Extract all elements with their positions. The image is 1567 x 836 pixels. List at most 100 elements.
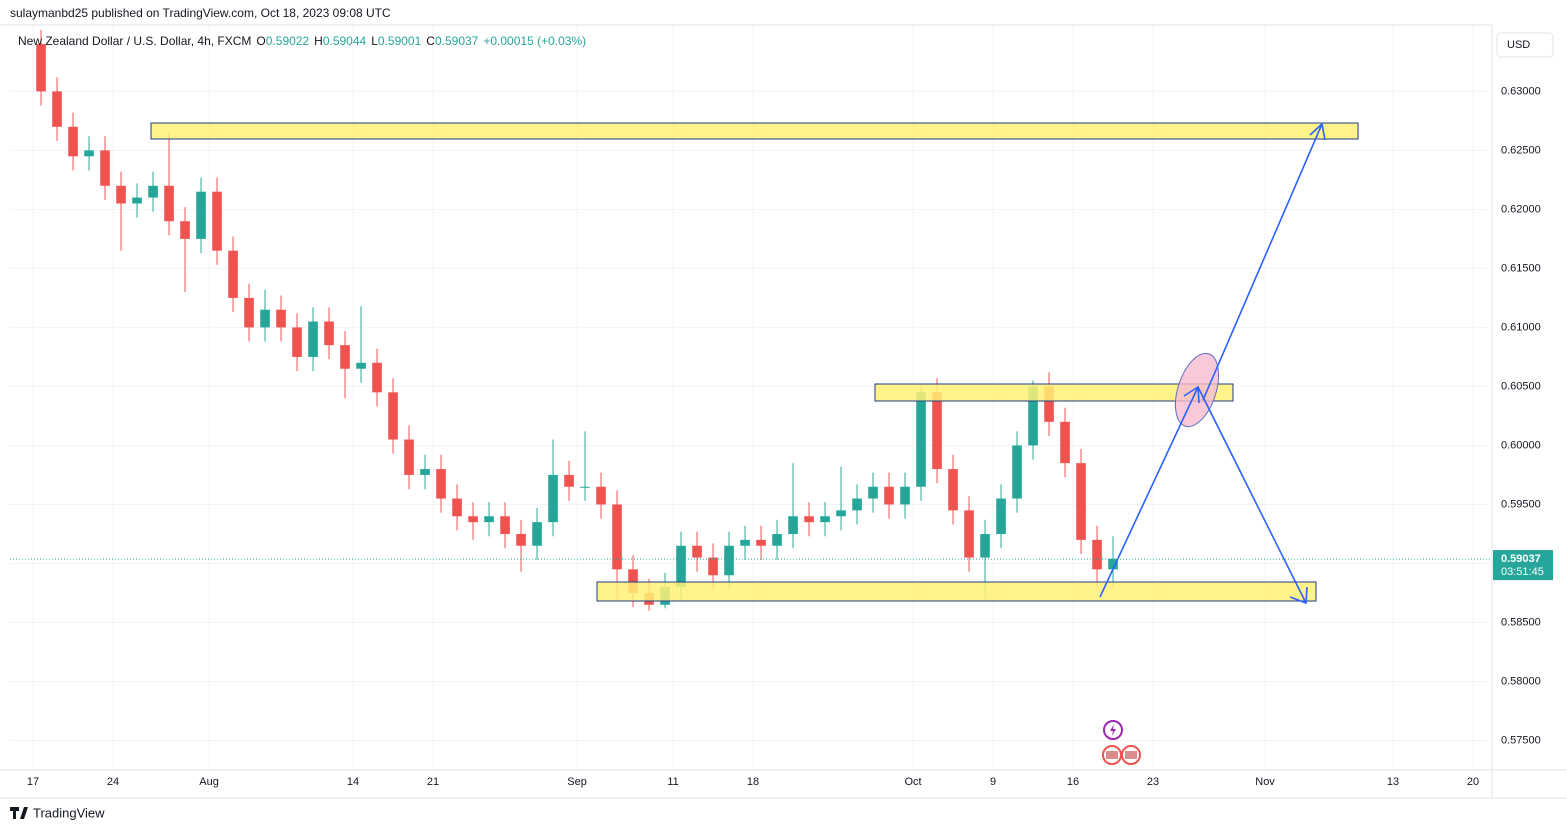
candle-body bbox=[1108, 558, 1118, 570]
candle-body bbox=[212, 191, 222, 251]
candle-body bbox=[884, 486, 894, 505]
candle-body bbox=[772, 533, 782, 546]
candle-body bbox=[260, 309, 270, 328]
mid-zone bbox=[874, 383, 1234, 402]
event-bolt bbox=[1110, 724, 1116, 736]
candle-body bbox=[900, 486, 910, 505]
candle-body bbox=[100, 150, 110, 186]
candle-body bbox=[516, 533, 526, 546]
x-tick-label: 17 bbox=[27, 776, 39, 788]
ohlc-label: H bbox=[314, 34, 323, 48]
y-tick-label: 0.57500 bbox=[1501, 734, 1541, 746]
candle-body bbox=[228, 250, 238, 298]
candle-body bbox=[180, 221, 190, 239]
candle-body bbox=[1076, 463, 1086, 540]
arrow-down bbox=[1197, 386, 1307, 604]
published-info: sulaymanbd25 published on TradingView.co… bbox=[10, 6, 391, 20]
y-tick-label: 0.62500 bbox=[1501, 144, 1541, 156]
candle-body bbox=[372, 362, 382, 393]
candle-body bbox=[1028, 386, 1038, 446]
candle-body bbox=[196, 191, 206, 239]
y-tick-label: 0.61000 bbox=[1501, 321, 1541, 333]
candle-body bbox=[980, 533, 990, 558]
ohlc-label: C bbox=[426, 34, 435, 48]
candle-body bbox=[164, 185, 174, 222]
candle-body bbox=[308, 321, 318, 357]
candle-body bbox=[500, 516, 510, 534]
ohlc-value: 0.59044 bbox=[323, 34, 367, 48]
candle-body bbox=[324, 321, 334, 346]
candle-body bbox=[548, 474, 558, 523]
y-tick-label: 0.61500 bbox=[1501, 262, 1541, 274]
arrow-head bbox=[1309, 122, 1326, 141]
currency-button[interactable] bbox=[1496, 32, 1554, 58]
x-tick-label: 14 bbox=[347, 776, 359, 788]
flag bbox=[1125, 751, 1137, 759]
candle-body bbox=[628, 569, 638, 593]
candle-body bbox=[740, 539, 750, 546]
candle-body bbox=[1012, 445, 1022, 499]
candle-body bbox=[68, 126, 78, 157]
arrow-up bbox=[1099, 386, 1199, 598]
candle-body bbox=[1092, 539, 1102, 570]
ohlc-value: 0.59001 bbox=[378, 34, 422, 48]
y-tick-label: 0.62000 bbox=[1501, 203, 1541, 215]
brand: TradingView bbox=[33, 805, 105, 820]
x-tick-label: 18 bbox=[747, 776, 759, 788]
currency: USD bbox=[1507, 39, 1530, 51]
candle-body bbox=[148, 185, 158, 198]
x-tick-label: Nov bbox=[1255, 776, 1275, 788]
candle-body bbox=[36, 44, 46, 92]
support-zone bbox=[596, 581, 1317, 602]
candle-body bbox=[116, 185, 126, 204]
candles bbox=[36, 30, 1118, 611]
x-tick-label: Sep bbox=[567, 776, 587, 788]
arrow-target bbox=[1202, 123, 1323, 401]
candle-body bbox=[612, 504, 622, 570]
candle-body bbox=[84, 150, 94, 157]
candle-body bbox=[756, 539, 766, 546]
candle-body bbox=[916, 392, 926, 487]
candle-body bbox=[436, 469, 446, 499]
y-tick-label: 0.60500 bbox=[1501, 380, 1541, 392]
candle-body bbox=[452, 498, 462, 517]
candle-body bbox=[52, 91, 62, 127]
candle-body bbox=[676, 545, 686, 588]
symbol-title: New Zealand Dollar / U.S. Dollar, 4h, FX… bbox=[18, 34, 251, 48]
last-price-box bbox=[1493, 550, 1553, 581]
x-tick-label: Oct bbox=[904, 776, 921, 788]
flag bbox=[1106, 751, 1118, 759]
candle-body bbox=[964, 510, 974, 558]
x-tick-label: 13 bbox=[1387, 776, 1399, 788]
candle-body bbox=[388, 392, 398, 440]
axes: 0.575000.580000.585000.590000.595000.600… bbox=[10, 85, 1553, 788]
candle-body bbox=[484, 516, 494, 523]
candle-body bbox=[132, 197, 142, 204]
candle-body bbox=[820, 516, 830, 523]
last-price-label: 0.59037 bbox=[1501, 553, 1541, 565]
y-tick-label: 0.59500 bbox=[1501, 498, 1541, 510]
y-tick-label: 0.58500 bbox=[1501, 616, 1541, 628]
candle-body bbox=[996, 498, 1006, 534]
candle-body bbox=[868, 486, 878, 499]
y-tick-label: 0.60000 bbox=[1501, 439, 1541, 451]
x-tick-label: 21 bbox=[427, 776, 439, 788]
x-tick-label: 23 bbox=[1147, 776, 1159, 788]
x-tick-label: 9 bbox=[990, 776, 996, 788]
candle-body bbox=[292, 327, 302, 357]
x-tick-label: Aug bbox=[199, 776, 219, 788]
ohlc-value: 0.59037 bbox=[435, 34, 479, 48]
candle-body bbox=[276, 309, 286, 328]
x-tick-label: 11 bbox=[667, 776, 678, 788]
candle-body bbox=[340, 345, 350, 369]
candle-body bbox=[356, 362, 366, 369]
resistance-zone bbox=[150, 122, 1359, 140]
candle-body bbox=[852, 498, 862, 511]
candle-body bbox=[948, 469, 958, 511]
countdown: 03:51:45 bbox=[1501, 566, 1544, 578]
change: +0.00015 (+0.03%) bbox=[483, 34, 586, 48]
ohlc-label: L bbox=[371, 34, 378, 48]
candle-body bbox=[708, 557, 718, 576]
